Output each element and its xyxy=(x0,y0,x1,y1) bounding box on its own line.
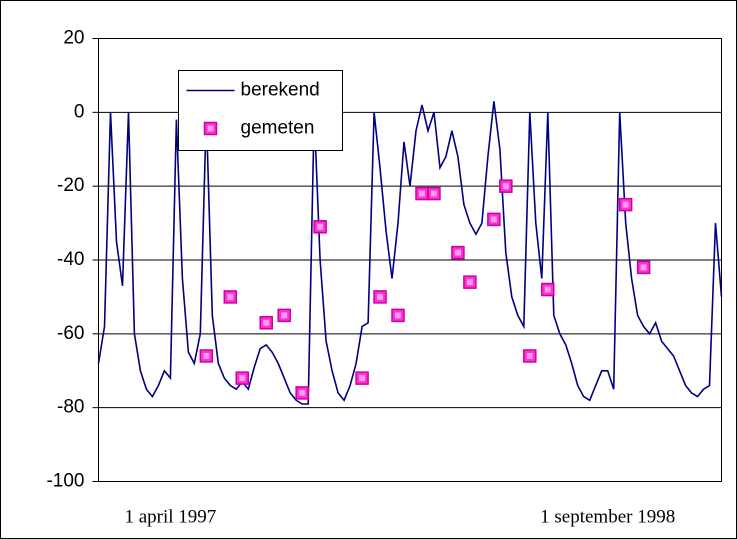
y-tick-label: 20 xyxy=(63,28,84,49)
x-tick-label: 1 april 1997 xyxy=(124,506,216,527)
scatter-point-highlight xyxy=(640,264,647,271)
scatter-point-highlight xyxy=(466,279,473,286)
scatter-point-highlight xyxy=(263,319,270,326)
y-tick-label: -40 xyxy=(57,249,84,270)
legend-marker-highlight xyxy=(207,125,214,132)
scatter-point-highlight xyxy=(317,223,324,230)
line-series xyxy=(97,101,723,405)
y-tick-label: -100 xyxy=(46,471,84,492)
legend-label: berekend xyxy=(241,80,320,101)
scatter-point-highlight xyxy=(395,312,402,319)
y-tick-label: 0 xyxy=(74,101,85,122)
scatter-point-highlight xyxy=(377,293,384,300)
scatter-point-highlight xyxy=(430,190,437,197)
scatter-point-highlight xyxy=(454,249,461,256)
scatter-point-highlight xyxy=(490,216,497,223)
y-tick-label: -60 xyxy=(57,323,84,344)
scatter-point-highlight xyxy=(544,286,551,293)
scatter-point-highlight xyxy=(227,293,234,300)
legend-label: gemeten xyxy=(241,118,315,139)
y-tick-label: -20 xyxy=(57,175,84,196)
scatter-point-highlight xyxy=(622,201,629,208)
scatter-point-highlight xyxy=(299,389,306,396)
scatter-point-highlight xyxy=(203,352,210,359)
x-tick-label: 1 september 1998 xyxy=(540,506,675,527)
scatter-point-highlight xyxy=(239,375,246,382)
scatter-point-highlight xyxy=(281,312,288,319)
y-tick-label: -80 xyxy=(57,397,84,418)
legend-box xyxy=(178,70,343,151)
scatter-point-highlight xyxy=(526,352,533,359)
scatter-point-highlight xyxy=(502,183,509,190)
scatter-point-highlight xyxy=(418,190,425,197)
scatter-point-highlight xyxy=(359,375,366,382)
